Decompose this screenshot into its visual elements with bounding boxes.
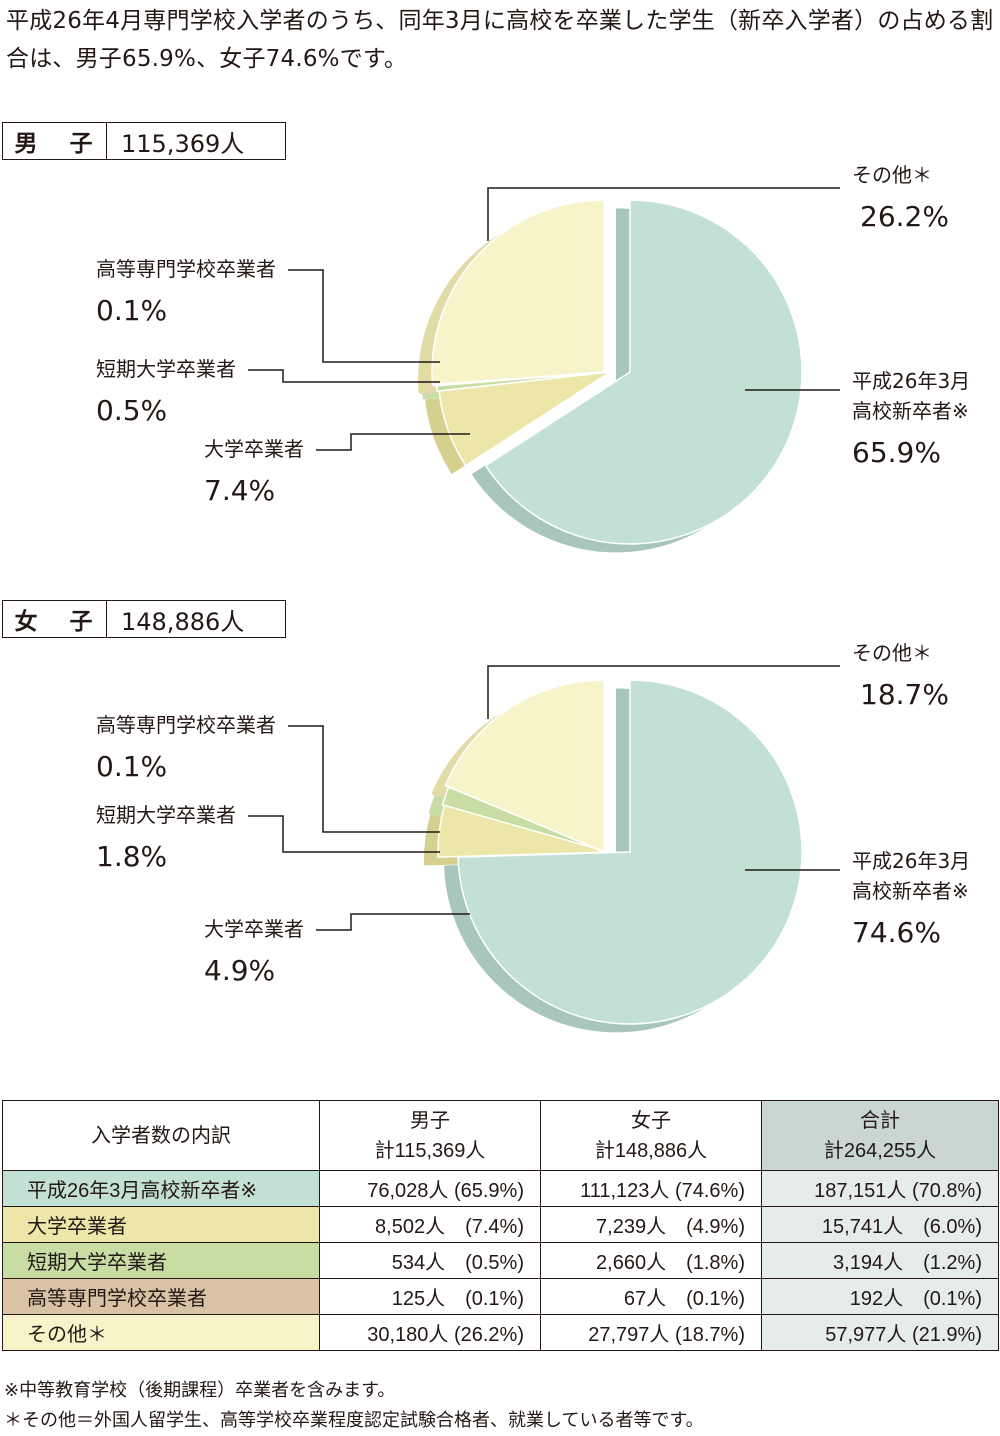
row-total: 192人 (0.1%) — [761, 1278, 999, 1315]
label-name: その他＊ — [852, 163, 932, 187]
label-high-school-new: 平成26年3月高校新卒者※ 65.9% — [745, 369, 970, 469]
leader-line — [288, 725, 440, 833]
row-name: 平成26年3月高校新卒者※ — [2, 1170, 320, 1207]
row-female: 7,239人 (4.9%) — [540, 1206, 762, 1243]
label-percent: 26.2% — [860, 200, 949, 233]
header-female-total: 計148,886人 — [594, 1139, 708, 1162]
label-other: その他＊ 18.7% — [487, 641, 949, 719]
row-male: 8,502人 (7.4%) — [319, 1206, 541, 1243]
row-male: 76,028人 (65.9%) — [319, 1170, 541, 1207]
leader-line — [248, 369, 440, 383]
header-male-total: 計115,369人 — [374, 1139, 486, 1162]
label-percent: 0.5% — [96, 394, 167, 427]
table-row: 平成26年3月高校新卒者※ 76,028人 (65.9%) 111,123人 (74… — [2, 1170, 999, 1207]
leader-line — [316, 913, 470, 931]
row-name: 短期大学卒業者 — [2, 1242, 320, 1279]
breakdown-table: 入学者数の内訳 男子 計115,369人 女子 計148,886人 合計 計26… — [2, 1100, 999, 1351]
label-percent: 0.1% — [96, 750, 167, 783]
female-total-box: 女 子 148,886人 — [2, 600, 286, 638]
label-name: 大学卒業者 — [204, 917, 304, 941]
leader-line — [487, 665, 840, 719]
female-pie-chart: 平成26年3月高校新卒者※ 74.6% 大学卒業者 4.9% 短期大学卒業者 1.8% 高等… — [96, 641, 970, 1033]
label-technical-college: 高等専門学校卒業者 0.1% — [96, 713, 440, 833]
label-percent: 7.4% — [204, 474, 275, 507]
label-junior-college: 短期大学卒業者 0.5% — [96, 357, 440, 427]
label-name: 高校新卒者※ — [852, 399, 969, 423]
female-total: 148,886人 — [121, 607, 245, 636]
row-female: 2,660人 (1.8%) — [540, 1242, 762, 1279]
header-sum-title: 合計 — [860, 1109, 900, 1132]
row-male: 125人 (0.1%) — [319, 1278, 541, 1315]
female-label: 女 子 — [3, 601, 107, 637]
leader-line — [248, 815, 440, 853]
label-name: 短期大学卒業者 — [96, 803, 236, 827]
footnote-2: ＊その他＝外国人留学生、高等学校卒業程度認定試験合格者、就業している者等です。 — [4, 1410, 704, 1431]
label-percent: 65.9% — [852, 436, 941, 469]
footnotes: ※中等教育学校（後期課程）卒業者を含みます。 ＊その他＝外国人留学生、高等学校卒… — [4, 1376, 704, 1436]
label-technical-college: 高等専門学校卒業者 0.1% — [96, 257, 440, 363]
table-row: その他＊ 30,180人 (26.2%) 27,797人 (18.7%) 57,977… — [2, 1314, 999, 1351]
label-percent: 18.7% — [860, 678, 949, 711]
male-pie-chart: 平成26年3月高校新卒者※ 65.9% 大学卒業者 7.4% 短期大学卒業者 0.5% 高等… — [96, 163, 970, 553]
slice-high-school-new — [484, 199, 803, 545]
leader-line — [316, 433, 470, 451]
label-university: 大学卒業者 7.4% — [204, 433, 470, 507]
table-row: 高等専門学校卒業者 125人 (0.1%) 67人 (0.1%) 192人 (0.1%… — [2, 1278, 999, 1315]
footnote-1: ※中等教育学校（後期課程）卒業者を含みます。 — [4, 1380, 396, 1401]
header-sum-total: 計264,255人 — [823, 1139, 937, 1162]
table-row: 大学卒業者 8,502人 (7.4%) 7,239人 (4.9%) 15,741人 (… — [2, 1206, 999, 1243]
header-sum: 合計 計264,255人 — [761, 1100, 999, 1171]
label-junior-college: 短期大学卒業者 1.8% — [96, 803, 440, 873]
row-male: 534人 (0.5%) — [319, 1242, 541, 1279]
row-name: 高等専門学校卒業者 — [2, 1278, 320, 1315]
label-name: 平成26年3月 — [852, 369, 970, 393]
label-name: 高等専門学校卒業者 — [96, 713, 276, 737]
label-percent: 4.9% — [204, 954, 275, 987]
row-female: 27,797人 (18.7%) — [540, 1314, 762, 1351]
table-row: 短期大学卒業者 534人 (0.5%) 2,660人 (1.8%) 3,194人 (1… — [2, 1242, 999, 1279]
header-female: 女子 計148,886人 — [540, 1100, 762, 1171]
label-name: 大学卒業者 — [204, 437, 304, 461]
row-name: その他＊ — [2, 1314, 320, 1351]
label-other: その他＊ 26.2% — [487, 163, 949, 241]
label-name: 高校新卒者※ — [852, 879, 969, 903]
slice-high-school-new — [457, 679, 803, 1025]
label-percent: 74.6% — [852, 916, 941, 949]
slice-other — [444, 679, 605, 854]
leader-line — [288, 269, 440, 363]
header-label: 入学者数の内訳 — [2, 1100, 320, 1171]
male-label: 男 子 — [3, 123, 107, 159]
row-name: 大学卒業者 — [2, 1206, 320, 1243]
table-header-row: 入学者数の内訳 男子 計115,369人 女子 計148,886人 合計 計26… — [2, 1100, 999, 1171]
row-female: 67人 (0.1%) — [540, 1278, 762, 1315]
label-name: 平成26年3月 — [852, 849, 970, 873]
label-high-school-new: 平成26年3月高校新卒者※ 74.6% — [745, 849, 970, 949]
header-male-title: 男子 — [410, 1109, 450, 1132]
row-total: 3,194人 (1.2%) — [761, 1242, 999, 1279]
label-name: 短期大学卒業者 — [96, 357, 236, 381]
header-female-title: 女子 — [631, 1109, 671, 1132]
label-university: 大学卒業者 4.9% — [204, 913, 470, 987]
male-total: 115,369人 — [121, 129, 245, 158]
male-total-box: 男 子 115,369人 — [2, 122, 286, 160]
row-total: 187,151人 (70.8%) — [761, 1170, 999, 1207]
slice-other — [431, 199, 605, 386]
header-male: 男子 計115,369人 — [319, 1100, 541, 1171]
row-total: 57,977人 (21.9%) — [761, 1314, 999, 1351]
label-percent: 1.8% — [96, 840, 167, 873]
row-total: 15,741人 (6.0%) — [761, 1206, 999, 1243]
label-name: その他＊ — [852, 641, 932, 665]
leader-line — [487, 187, 840, 241]
label-name: 高等専門学校卒業者 — [96, 257, 276, 281]
row-male: 30,180人 (26.2%) — [319, 1314, 541, 1351]
intro-text: 平成26年4月専門学校入学者のうち、同年3月に高校を卒業した学生（新卒入学者）の… — [6, 8, 994, 72]
label-percent: 0.1% — [96, 294, 167, 327]
row-female: 111,123人 (74.6%) — [540, 1170, 762, 1207]
